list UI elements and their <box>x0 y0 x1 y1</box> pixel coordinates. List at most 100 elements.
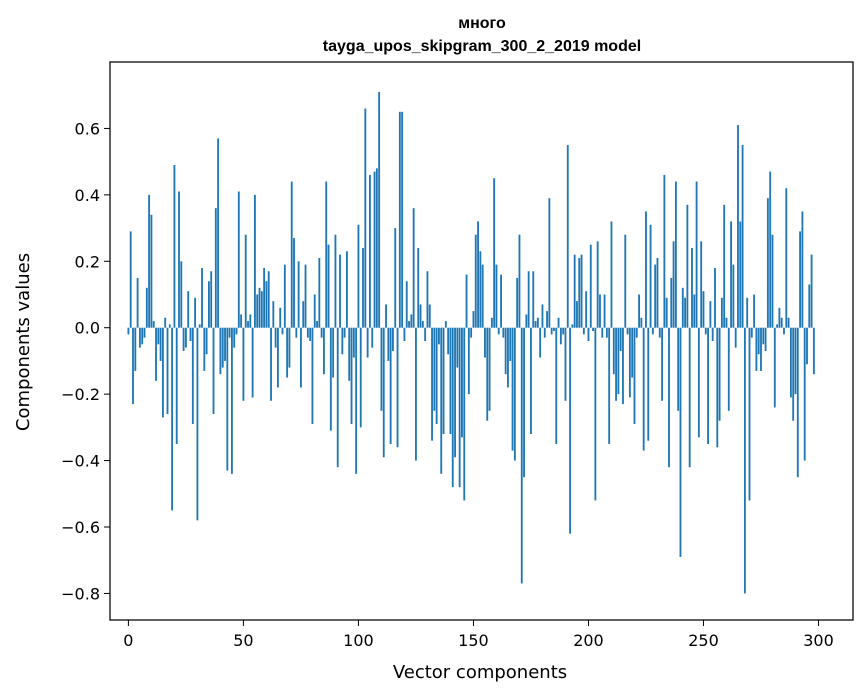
bar-48 <box>237 191 240 328</box>
bar-213 <box>617 327 620 395</box>
bar-104 <box>366 327 369 358</box>
bar-223 <box>640 317 643 328</box>
bar-140 <box>449 327 452 434</box>
bar-232 <box>661 327 663 401</box>
bar-116 <box>394 228 397 328</box>
bar-178 <box>536 317 539 328</box>
bar-173 <box>525 314 528 328</box>
bar-206 <box>601 327 604 338</box>
bar-35 <box>207 281 210 328</box>
bar-151 <box>474 234 477 328</box>
bar-118 <box>398 111 401 328</box>
bar-28 <box>191 327 194 425</box>
bar-6 <box>141 327 144 345</box>
bar-169 <box>516 277 519 328</box>
bar-287 <box>787 317 790 328</box>
bar-146 <box>463 327 466 501</box>
bar-219 <box>631 327 634 378</box>
y-tick-label: 0.2 <box>75 252 100 271</box>
bar-284 <box>780 317 783 328</box>
bar-174 <box>527 271 530 328</box>
bar-274 <box>757 327 760 355</box>
bar-56 <box>256 294 259 328</box>
bar-254 <box>711 327 714 341</box>
bar-203 <box>594 327 597 501</box>
y-tick-label: 0.4 <box>75 186 100 205</box>
bar-200 <box>587 327 590 341</box>
bar-158 <box>490 317 493 328</box>
bar-150 <box>472 311 475 328</box>
bar-293 <box>801 211 804 328</box>
bar-216 <box>624 234 627 328</box>
bar-215 <box>622 327 624 405</box>
bar-171 <box>520 327 523 584</box>
bar-165 <box>507 327 509 388</box>
bar-278 <box>766 198 769 328</box>
bar-102 <box>362 248 364 328</box>
bar-9 <box>148 194 151 328</box>
bar-93 <box>341 327 344 355</box>
bar-5 <box>138 327 141 348</box>
bar-127 <box>419 304 422 328</box>
bar-248 <box>697 327 700 438</box>
y-tick-label: 0.0 <box>75 319 100 338</box>
bar-54 <box>251 327 254 398</box>
bar-289 <box>792 327 795 421</box>
bar-136 <box>440 327 443 474</box>
bar-249 <box>700 241 703 328</box>
bar-130 <box>426 271 429 328</box>
bar-185 <box>553 327 555 332</box>
x-tick-label: 100 <box>343 631 374 650</box>
bar-97 <box>350 327 353 425</box>
bar-153 <box>479 251 482 328</box>
bar-71 <box>290 181 293 328</box>
bar-92 <box>339 254 341 328</box>
bar-179 <box>539 327 542 358</box>
bar-109 <box>378 91 381 328</box>
bar-288 <box>789 327 792 398</box>
bar-273 <box>755 327 758 371</box>
bar-177 <box>534 321 537 328</box>
bar-238 <box>674 181 677 328</box>
bar-117 <box>396 327 399 448</box>
bar-74 <box>297 261 300 328</box>
bar-22 <box>178 191 180 328</box>
bar-26 <box>187 291 190 328</box>
bar-256 <box>716 327 719 448</box>
bar-7 <box>143 327 146 338</box>
bar-31 <box>198 324 201 328</box>
bar-275 <box>760 327 762 371</box>
bar-189 <box>562 327 565 335</box>
bar-294 <box>803 327 806 461</box>
bar-271 <box>750 327 753 338</box>
y-axis-ticks: −0.8 −0.6 −0.4 −0.2 0.0 0.2 0.4 0.6 <box>61 119 110 603</box>
bar-8 <box>145 287 148 328</box>
bar-212 <box>615 327 617 401</box>
bar-298 <box>812 327 815 375</box>
bar-107 <box>373 171 376 328</box>
bar-42 <box>224 327 226 361</box>
bar-10 <box>150 214 153 328</box>
bar-264 <box>734 327 737 348</box>
bar-101 <box>359 327 362 428</box>
bar-172 <box>523 327 525 478</box>
bar-111 <box>382 327 385 458</box>
bar-106 <box>371 327 374 348</box>
bar-266 <box>739 221 742 328</box>
bar-251 <box>704 327 707 335</box>
bar-161 <box>497 327 500 335</box>
bar-91 <box>336 327 339 468</box>
bar-73 <box>295 327 298 338</box>
bar-69 <box>286 327 289 378</box>
bar-214 <box>619 327 622 351</box>
bar-23 <box>180 261 183 328</box>
bar-175 <box>530 327 532 434</box>
bar-2 <box>132 327 134 405</box>
bar-252 <box>707 327 709 444</box>
bar-131 <box>428 304 431 328</box>
bar-55 <box>254 194 256 328</box>
bar-11 <box>152 321 155 328</box>
bar-147 <box>465 274 468 328</box>
bar-211 <box>612 327 615 375</box>
bar-119 <box>401 111 404 328</box>
